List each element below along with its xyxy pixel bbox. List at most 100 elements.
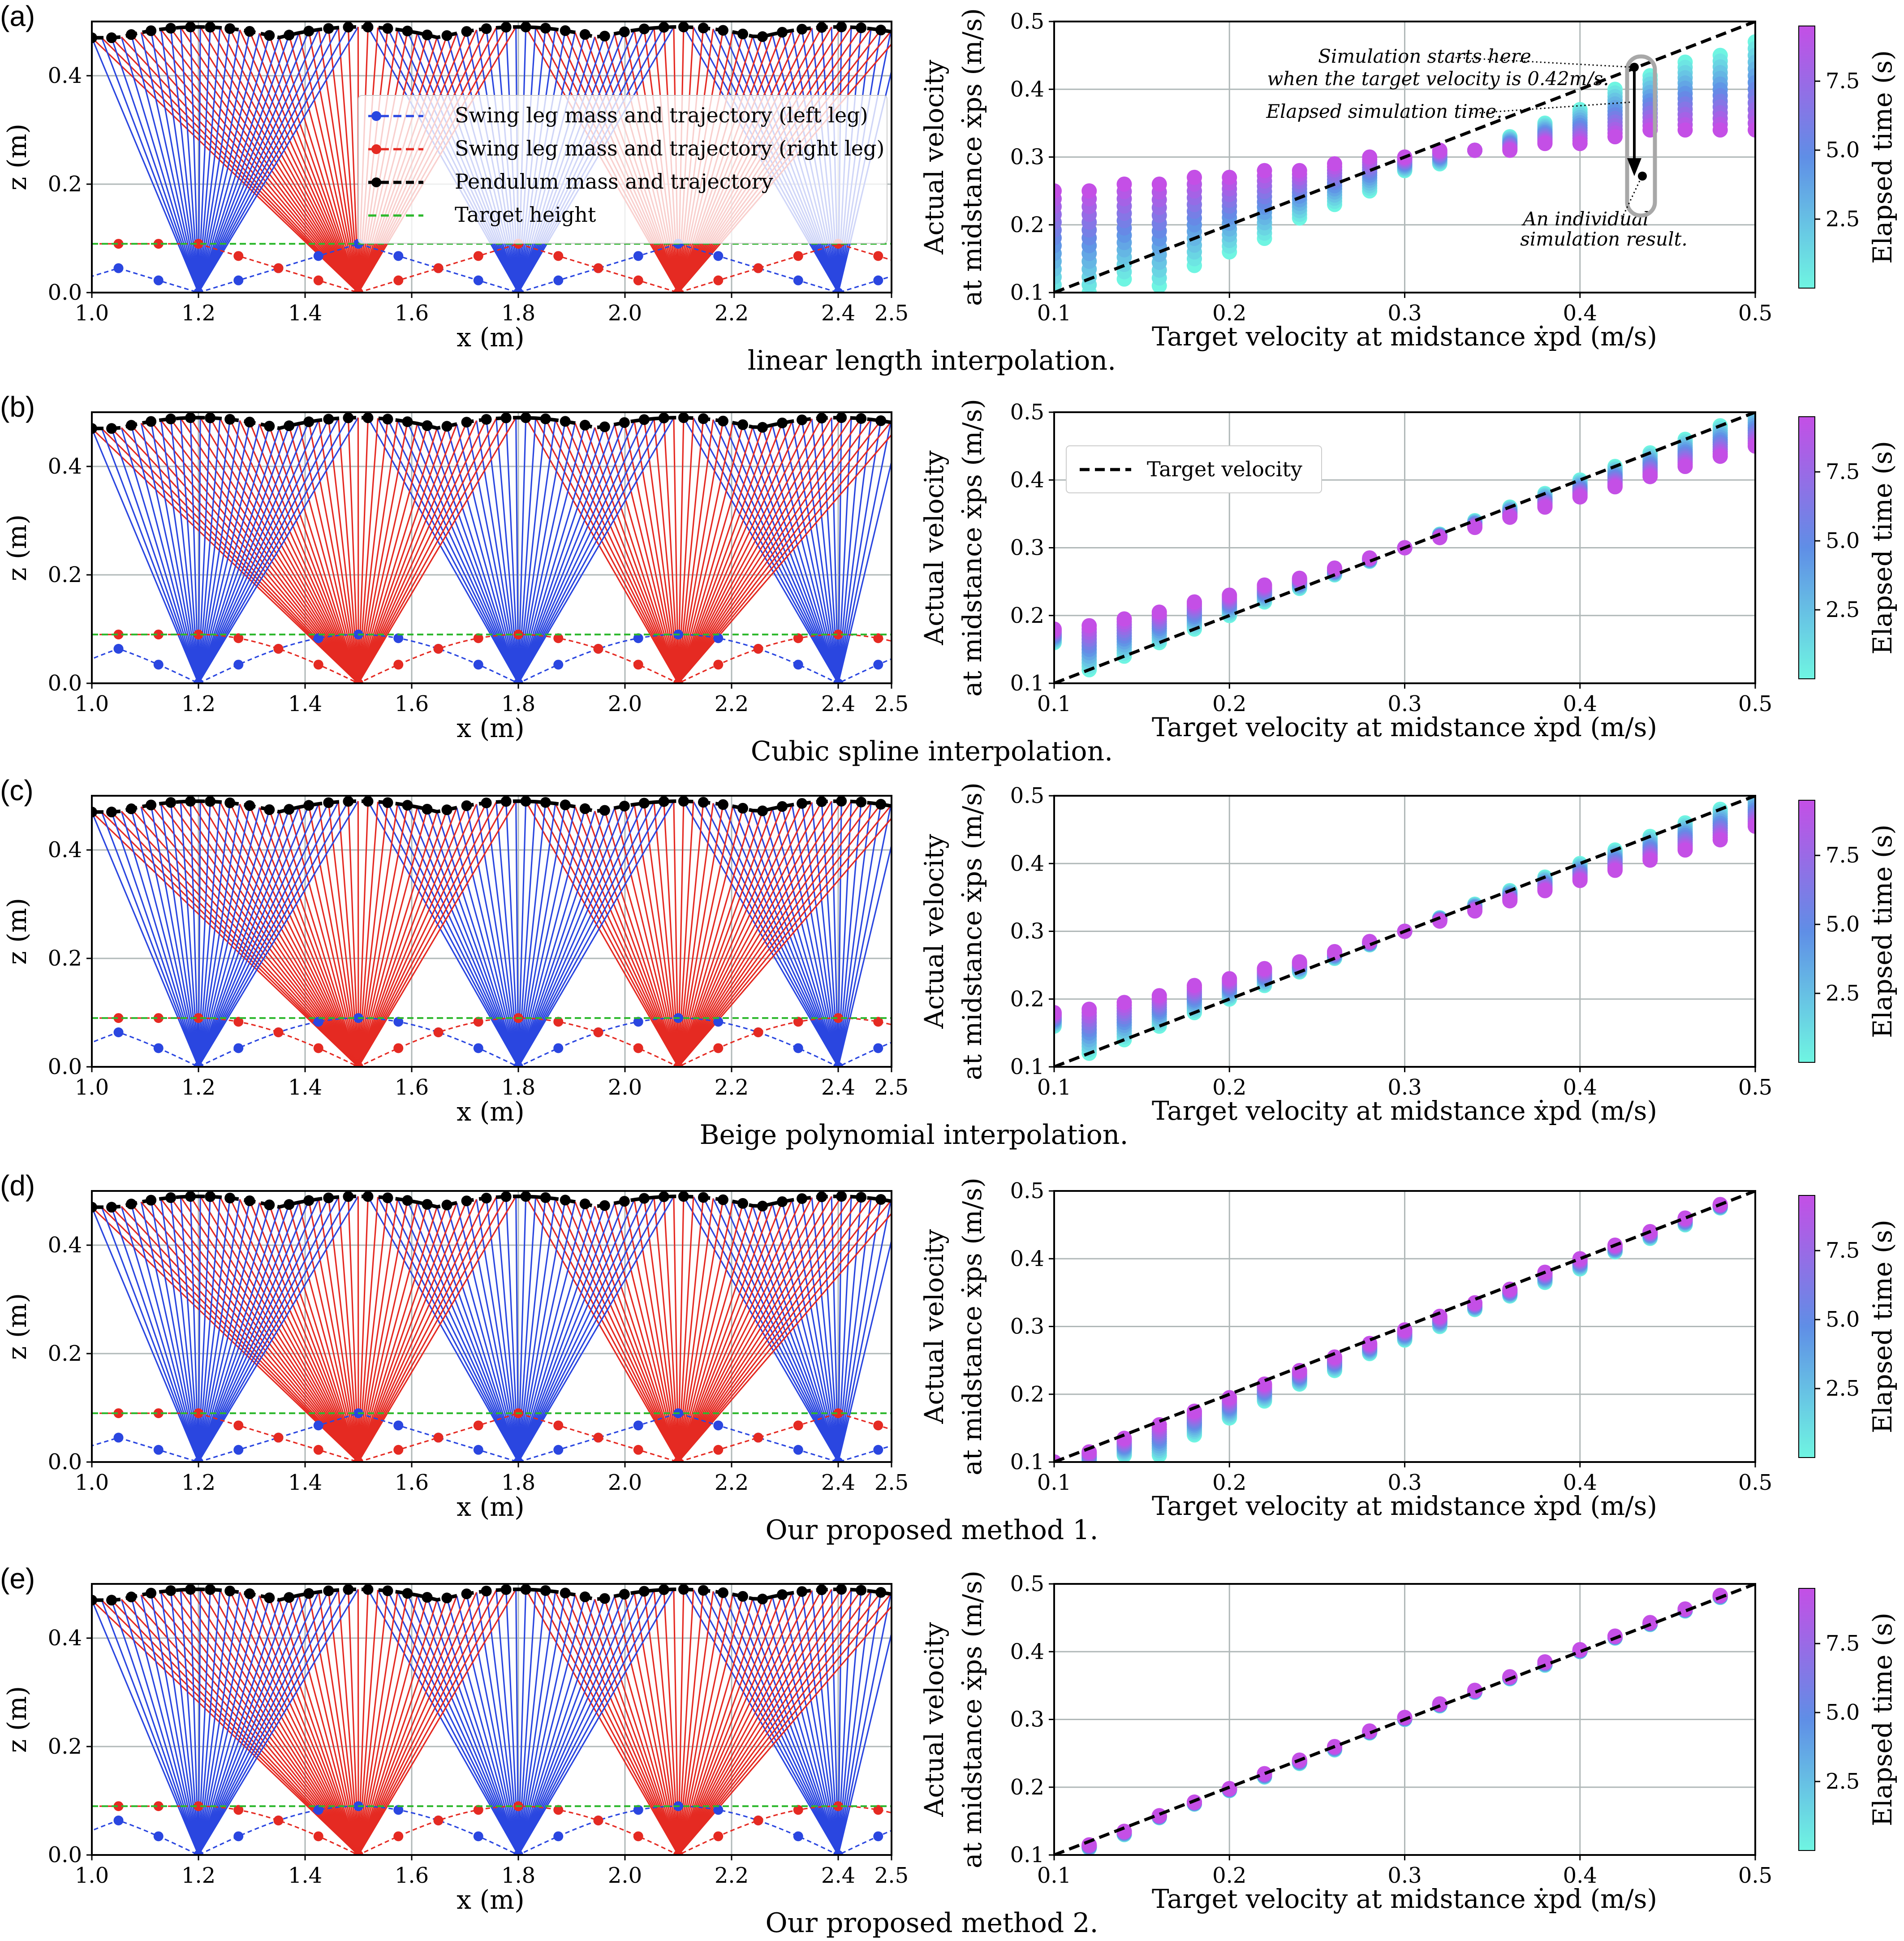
left-leg-line xyxy=(150,421,199,683)
pendulum-mass xyxy=(146,1195,157,1206)
velocity-tick-label-x: 0.2 xyxy=(1212,1075,1246,1100)
velocity-xlabel: Target velocity at midstance ẋpd (m/s) xyxy=(1152,1096,1657,1126)
left-swing-trajectory-mass xyxy=(633,1420,643,1431)
pendulum-mass xyxy=(520,1191,531,1202)
right-swing-trajectory-mass xyxy=(433,643,444,654)
velocity-point xyxy=(1054,621,1062,637)
right-leg-line xyxy=(584,425,679,683)
colorbar-label: Elapsed time (s) xyxy=(1867,824,1898,1038)
velocity-point xyxy=(1537,883,1553,898)
left-leg-line xyxy=(752,427,839,683)
left-leg-line xyxy=(130,1203,199,1462)
left-swing-trajectory-mass xyxy=(113,643,124,654)
left-leg-line xyxy=(517,806,576,1067)
left-leg-line xyxy=(198,1592,241,1855)
right-swing-trajectory-mass xyxy=(633,1043,643,1053)
right-leg-line xyxy=(677,1198,872,1462)
right-leg-line xyxy=(258,1595,359,1855)
pendulum-mass xyxy=(244,417,255,428)
velocity-panel-e: 0.1 0.2 0.3 0.4 0.5 0.1 0.2 0.3 0.4 0.5 Target vel… xyxy=(919,1570,1898,1914)
left-leg-line xyxy=(821,802,839,1067)
left-leg-line xyxy=(517,1599,596,1855)
right-leg-line xyxy=(677,418,704,683)
right-leg-line xyxy=(643,1591,679,1855)
colorbar-bar xyxy=(1798,1195,1815,1458)
velocity-xlabel: Target velocity at midstance ẋpd (m/s) xyxy=(1152,1884,1657,1914)
left-leg-line xyxy=(791,804,839,1067)
left-leg-line xyxy=(517,418,537,683)
walk-tick-label-x: 1.2 xyxy=(181,691,215,716)
right-leg-line xyxy=(358,417,507,683)
right-leg-line xyxy=(180,1196,359,1462)
pendulum-mass xyxy=(126,420,137,431)
left-swing-trajectory-mass xyxy=(633,251,643,261)
right-leg-line xyxy=(298,1202,359,1462)
velocity-tick-label-y: 0.3 xyxy=(1010,145,1044,170)
velocity-point xyxy=(1362,1723,1378,1739)
left-leg-line xyxy=(198,1593,250,1855)
left-leg-line xyxy=(130,1596,199,1855)
left-leg-line xyxy=(387,1197,519,1462)
annotation-text: simulation result. xyxy=(1520,228,1688,250)
right-swing-trajectory-mass xyxy=(713,660,724,670)
velocity-ylabel-line2: at midstance ẋps (m/s) xyxy=(957,782,987,1080)
left-swing-trajectory-mass xyxy=(313,1805,323,1815)
right-leg-line xyxy=(170,1590,359,1855)
right-leg-line xyxy=(555,1198,679,1462)
panel-caption-c: Beige polynomial interpolation. xyxy=(699,1119,1128,1151)
right-swing-trajectory-mass xyxy=(393,1043,404,1053)
right-leg-line xyxy=(150,30,359,293)
velocity-point xyxy=(1748,819,1755,834)
left-leg-line xyxy=(198,418,221,683)
left-leg-line xyxy=(170,1197,199,1462)
right-leg-line xyxy=(358,423,418,683)
velocity-ylabel-line1: Actual velocity xyxy=(919,834,949,1029)
walk-tick-label-x: 1.4 xyxy=(288,1470,322,1495)
left-leg-line xyxy=(466,805,519,1067)
right-leg-line xyxy=(677,1596,773,1855)
left-leg-line xyxy=(198,421,310,683)
left-leg-line xyxy=(198,422,250,683)
left-swing-trajectory-mass xyxy=(194,288,203,293)
right-swing-trajectory-mass xyxy=(433,1815,444,1825)
right-swing-trajectory-mass xyxy=(353,1850,363,1855)
velocity-point xyxy=(1712,832,1728,848)
velocity-tick-label-x: 0.5 xyxy=(1738,301,1772,326)
pendulum-mass xyxy=(343,412,354,423)
left-swing-trajectory-mass xyxy=(873,1831,883,1842)
pendulum-mass xyxy=(757,805,768,816)
left-leg-line xyxy=(198,1196,339,1462)
colorbar-label: Elapsed time (s) xyxy=(1867,50,1898,264)
velocity-point xyxy=(1677,842,1693,858)
pendulum-mass xyxy=(303,800,314,811)
right-leg-line xyxy=(327,802,359,1067)
right-leg-line xyxy=(160,29,359,293)
velocity-point xyxy=(1502,142,1518,158)
right-leg-line xyxy=(358,807,418,1067)
velocity-tick-label-x: 0.2 xyxy=(1212,301,1246,326)
right-leg-line xyxy=(677,1203,773,1462)
panel-caption-a: linear length interpolation. xyxy=(748,345,1116,376)
colorbar-bar xyxy=(1798,1588,1815,1851)
velocity-tick-label-y: 0.4 xyxy=(1010,77,1044,102)
right-leg-line xyxy=(643,1198,679,1462)
left-leg-line xyxy=(436,1600,519,1855)
left-leg-line xyxy=(837,1199,882,1462)
velocity-tick-label-y: 0.5 xyxy=(1010,400,1044,425)
pendulum-mass xyxy=(481,414,492,425)
left-leg-line xyxy=(397,1592,519,1855)
right-leg-line xyxy=(677,417,852,683)
left-leg-line xyxy=(456,424,519,683)
right-leg-line xyxy=(358,1595,458,1855)
walk-tick-label-x: 2.2 xyxy=(715,1863,749,1888)
right-swing-trajectory-mass xyxy=(194,1408,203,1419)
right-leg-line xyxy=(604,1205,679,1462)
right-leg-line xyxy=(358,1204,448,1462)
left-swing-trajectory-mass xyxy=(713,1805,724,1815)
walk-ylabel: z (m) xyxy=(2,1293,32,1360)
panel-caption-b: Cubic spline interpolation. xyxy=(751,736,1113,767)
velocity-tick-label-y: 0.4 xyxy=(1010,1639,1044,1664)
right-leg-line xyxy=(358,802,487,1067)
pendulum-mass xyxy=(619,801,630,812)
right-leg-line xyxy=(677,417,842,683)
